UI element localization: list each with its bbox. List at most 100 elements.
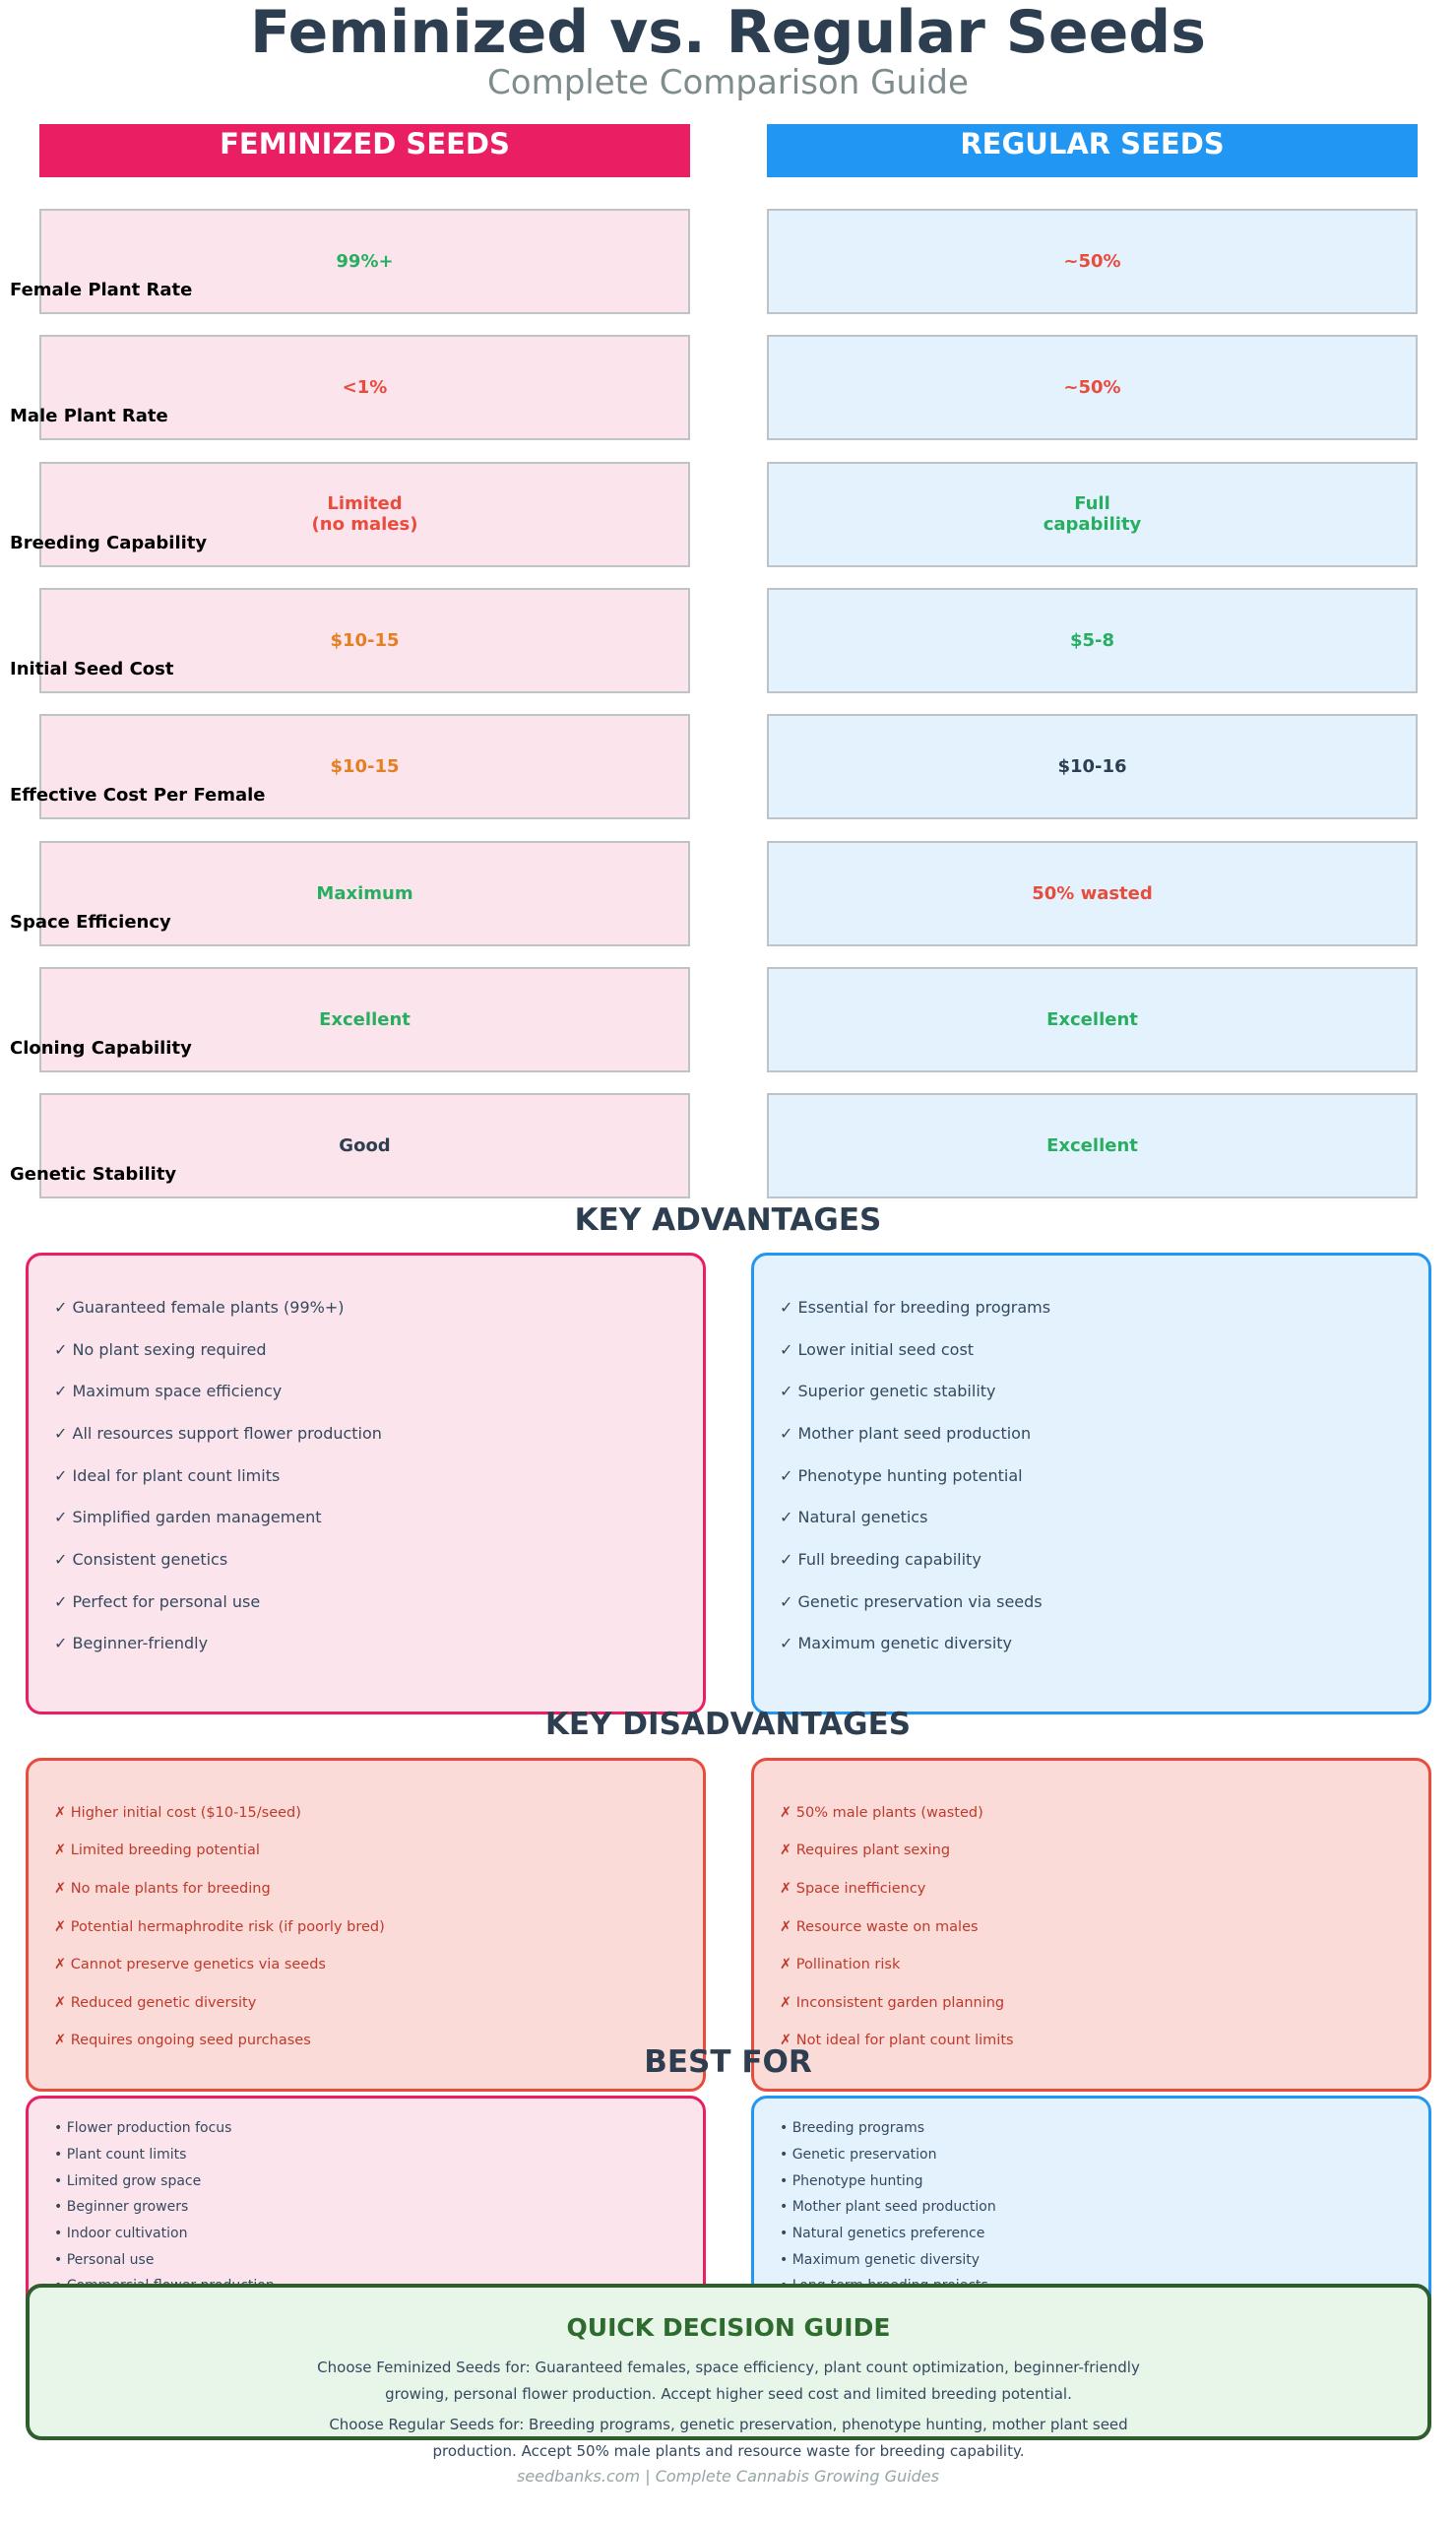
- cell-value: Full capability: [1043, 493, 1142, 536]
- quick-decision-text: Choose Feminized Seeds for: Guaranteed f…: [317, 2359, 1140, 2403]
- list-item: ✗ Pollination risk: [780, 1957, 901, 1973]
- value-cell: $10-15: [39, 714, 690, 820]
- list-item: ✗ Resource waste on males: [780, 1918, 979, 1935]
- section-title: KEY ADVANTAGES: [574, 1202, 882, 1238]
- quick-decision-text: Choose Regular Seeds for: Breeding progr…: [329, 2416, 1128, 2460]
- cell-value: Good: [339, 1135, 391, 1157]
- cell-value: Excellent: [1046, 1008, 1138, 1030]
- list-item: • Limited grow space: [54, 2172, 202, 2189]
- list-item: ✗ Reduced genetic diversity: [54, 1994, 257, 2011]
- list-item: • Plant count limits: [54, 2146, 187, 2163]
- section-box: [751, 1758, 1431, 2092]
- list-item: • Phenotype hunting: [780, 2172, 923, 2189]
- cell-value: 50% wasted: [1032, 882, 1153, 904]
- subtitle: Complete Comparison Guide: [487, 63, 969, 102]
- column-header: FEMINIZED SEEDS: [39, 124, 690, 177]
- section-box: [26, 1253, 706, 1714]
- column-header: REGULAR SEEDS: [767, 124, 1418, 177]
- value-cell: $10-16: [767, 714, 1418, 820]
- list-item: ✓ Genetic preservation via seeds: [780, 1591, 1043, 1611]
- cell-value: $5-8: [1069, 629, 1115, 651]
- list-item: ✗ Cannot preserve genetics via seeds: [54, 1957, 326, 1973]
- section-box: [26, 1758, 706, 2092]
- value-cell: Full capability: [767, 461, 1418, 567]
- list-item: ✓ Simplified garden management: [54, 1508, 322, 1527]
- list-item: ✓ Guaranteed female plants (99%+): [54, 1297, 345, 1317]
- cell-value: Excellent: [319, 1008, 411, 1030]
- list-item: ✓ Phenotype hunting potential: [780, 1465, 1023, 1485]
- row-label: Initial Seed Cost: [10, 658, 174, 679]
- list-item: ✓ Full breeding capability: [780, 1550, 981, 1569]
- section-title: BEST FOR: [644, 2044, 812, 2080]
- list-item: • Genetic preservation: [780, 2146, 937, 2163]
- value-cell: $5-8: [767, 587, 1418, 693]
- cell-value: 99%+: [336, 251, 394, 272]
- row-label: Female Plant Rate: [10, 280, 193, 300]
- list-item: ✓ Perfect for personal use: [54, 1591, 261, 1611]
- value-cell: $10-15: [39, 587, 690, 693]
- list-item: ✗ Inconsistent garden planning: [780, 1994, 1005, 2011]
- list-item: ✓ Essential for breeding programs: [780, 1297, 1051, 1317]
- list-item: ✗ 50% male plants (wasted): [780, 1804, 983, 1821]
- value-cell: Good: [39, 1093, 690, 1199]
- row-label: Male Plant Rate: [10, 406, 168, 427]
- list-item: • Breeding programs: [780, 2120, 925, 2137]
- cell-value: ~50%: [1063, 251, 1121, 272]
- list-item: ✗ No male plants for breeding: [54, 1881, 271, 1898]
- list-item: ✗ Higher initial cost ($10-15/seed): [54, 1804, 301, 1821]
- list-item: • Indoor cultivation: [54, 2226, 188, 2241]
- list-item: ✗ Potential hermaphrodite risk (if poorl…: [54, 1918, 385, 1935]
- value-cell: Excellent: [767, 1093, 1418, 1199]
- list-item: ✓ All resources support flower productio…: [54, 1423, 382, 1443]
- row-label: Cloning Capability: [10, 1037, 192, 1059]
- value-cell: ~50%: [767, 335, 1418, 441]
- cell-value: $10-16: [1057, 756, 1127, 778]
- value-cell: Excellent: [39, 966, 690, 1072]
- list-item: • Mother plant seed production: [780, 2199, 996, 2216]
- list-item: ✓ Maximum space efficiency: [54, 1382, 283, 1401]
- value-cell: 99%+: [39, 209, 690, 314]
- list-item: • Natural genetics preference: [780, 2226, 985, 2241]
- list-item: • Beginner growers: [54, 2199, 189, 2216]
- list-item: • Personal use: [54, 2251, 155, 2268]
- value-cell: <1%: [39, 335, 690, 441]
- list-item: ✓ Maximum genetic diversity: [780, 1634, 1013, 1653]
- cell-value: $10-15: [330, 756, 400, 778]
- quick-decision-title: QUICK DECISION GUIDE: [566, 2313, 891, 2342]
- list-item: ✓ Mother plant seed production: [780, 1423, 1032, 1443]
- list-item: ✗ Requires ongoing seed purchases: [54, 2033, 311, 2049]
- value-cell: ~50%: [767, 209, 1418, 314]
- row-label: Breeding Capability: [10, 532, 208, 553]
- cell-value: ~50%: [1063, 377, 1121, 399]
- list-item: • Maximum genetic diversity: [780, 2251, 981, 2268]
- cell-value: Limited (no males): [311, 493, 418, 536]
- list-item: ✗ Space inefficiency: [780, 1881, 926, 1898]
- section-title: KEY DISADVANTAGES: [544, 1707, 912, 1742]
- value-cell: 50% wasted: [767, 840, 1418, 946]
- section-box: [751, 1253, 1431, 1714]
- list-item: ✓ Natural genetics: [780, 1508, 928, 1527]
- list-item: ✓ Beginner-friendly: [54, 1634, 209, 1653]
- list-item: ✓ Consistent genetics: [54, 1550, 228, 1569]
- list-item: ✗ Not ideal for plant count limits: [780, 2033, 1014, 2049]
- row-label: Genetic Stability: [10, 1164, 177, 1186]
- list-item: • Flower production focus: [54, 2120, 232, 2137]
- list-item: ✓ No plant sexing required: [54, 1339, 267, 1359]
- row-label: Space Efficiency: [10, 911, 171, 933]
- list-item: ✓ Ideal for plant count limits: [54, 1465, 281, 1485]
- list-item: ✓ Superior genetic stability: [780, 1382, 996, 1401]
- row-label: Effective Cost Per Female: [10, 785, 266, 807]
- quick-decision-box: QUICK DECISION GUIDE Choose Feminized See…: [26, 2284, 1431, 2460]
- value-cell: Limited (no males): [39, 461, 690, 567]
- list-item: ✗ Limited breeding potential: [54, 1842, 260, 1859]
- cell-value: $10-15: [330, 629, 400, 651]
- value-cell: Maximum: [39, 840, 690, 946]
- cell-value: Maximum: [316, 882, 413, 904]
- cell-value: <1%: [342, 377, 388, 399]
- title: Feminized vs. Regular Seeds: [250, 0, 1206, 67]
- cell-value: Excellent: [1046, 1135, 1138, 1157]
- footer: seedbanks.com | Complete Cannabis Growin…: [517, 2467, 939, 2486]
- list-item: ✓ Lower initial seed cost: [780, 1339, 975, 1359]
- value-cell: Excellent: [767, 966, 1418, 1072]
